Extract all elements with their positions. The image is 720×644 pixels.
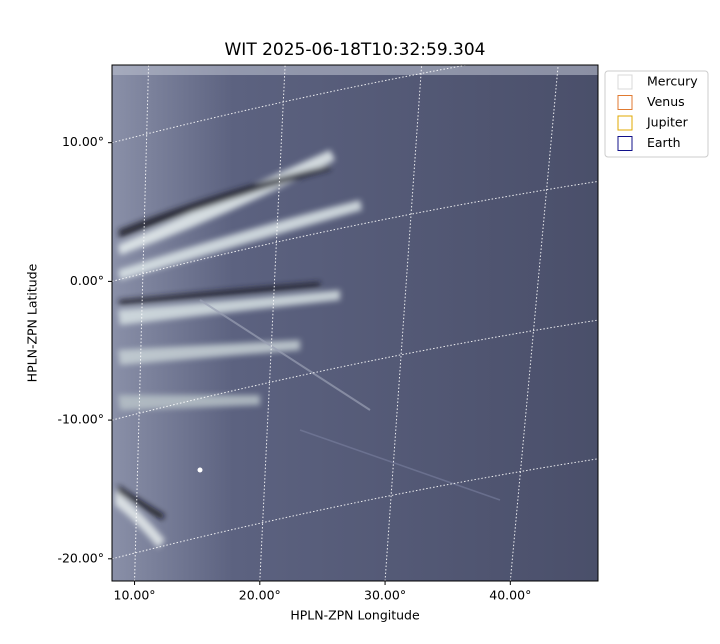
y-tick-label: -10.00° <box>57 412 104 427</box>
y-axis-label: HPLN-ZPN Latitude <box>25 263 40 382</box>
axes-frame <box>111 64 599 582</box>
grid-line <box>111 458 599 560</box>
legend-swatch <box>617 115 633 131</box>
x-tick-label: 20.00° <box>239 588 281 603</box>
legend-label: Earth <box>647 135 681 150</box>
grid-line <box>384 64 423 582</box>
grid-line <box>111 319 599 421</box>
grid <box>111 42 599 582</box>
x-tick-label: 30.00° <box>364 588 406 603</box>
x-tick-label: 40.00° <box>489 588 531 603</box>
y-tick-label: -20.00° <box>57 550 104 565</box>
legend-label: Mercury <box>647 74 698 89</box>
grid-line <box>259 64 286 582</box>
image <box>112 65 598 581</box>
legend-swatch <box>617 95 633 110</box>
chart-title: WIT 2025-06-18T10:32:59.304 <box>225 40 486 60</box>
legend-label: Jupiter <box>646 115 689 130</box>
grid-line <box>111 180 599 282</box>
grid-line <box>509 64 559 582</box>
y-tick-label: 0.00° <box>70 273 104 288</box>
legend-swatch <box>617 74 633 90</box>
x-axis-label: HPLN-ZPN Longitude <box>290 608 420 623</box>
y-tick-label: 10.00° <box>62 134 104 149</box>
x-tick-label: 10.00° <box>114 588 156 603</box>
legend-swatch <box>617 136 633 151</box>
legend-label: Venus <box>647 94 685 109</box>
grid-line <box>111 42 599 144</box>
legend: Mercury Venus Jupiter Earth <box>604 70 709 158</box>
